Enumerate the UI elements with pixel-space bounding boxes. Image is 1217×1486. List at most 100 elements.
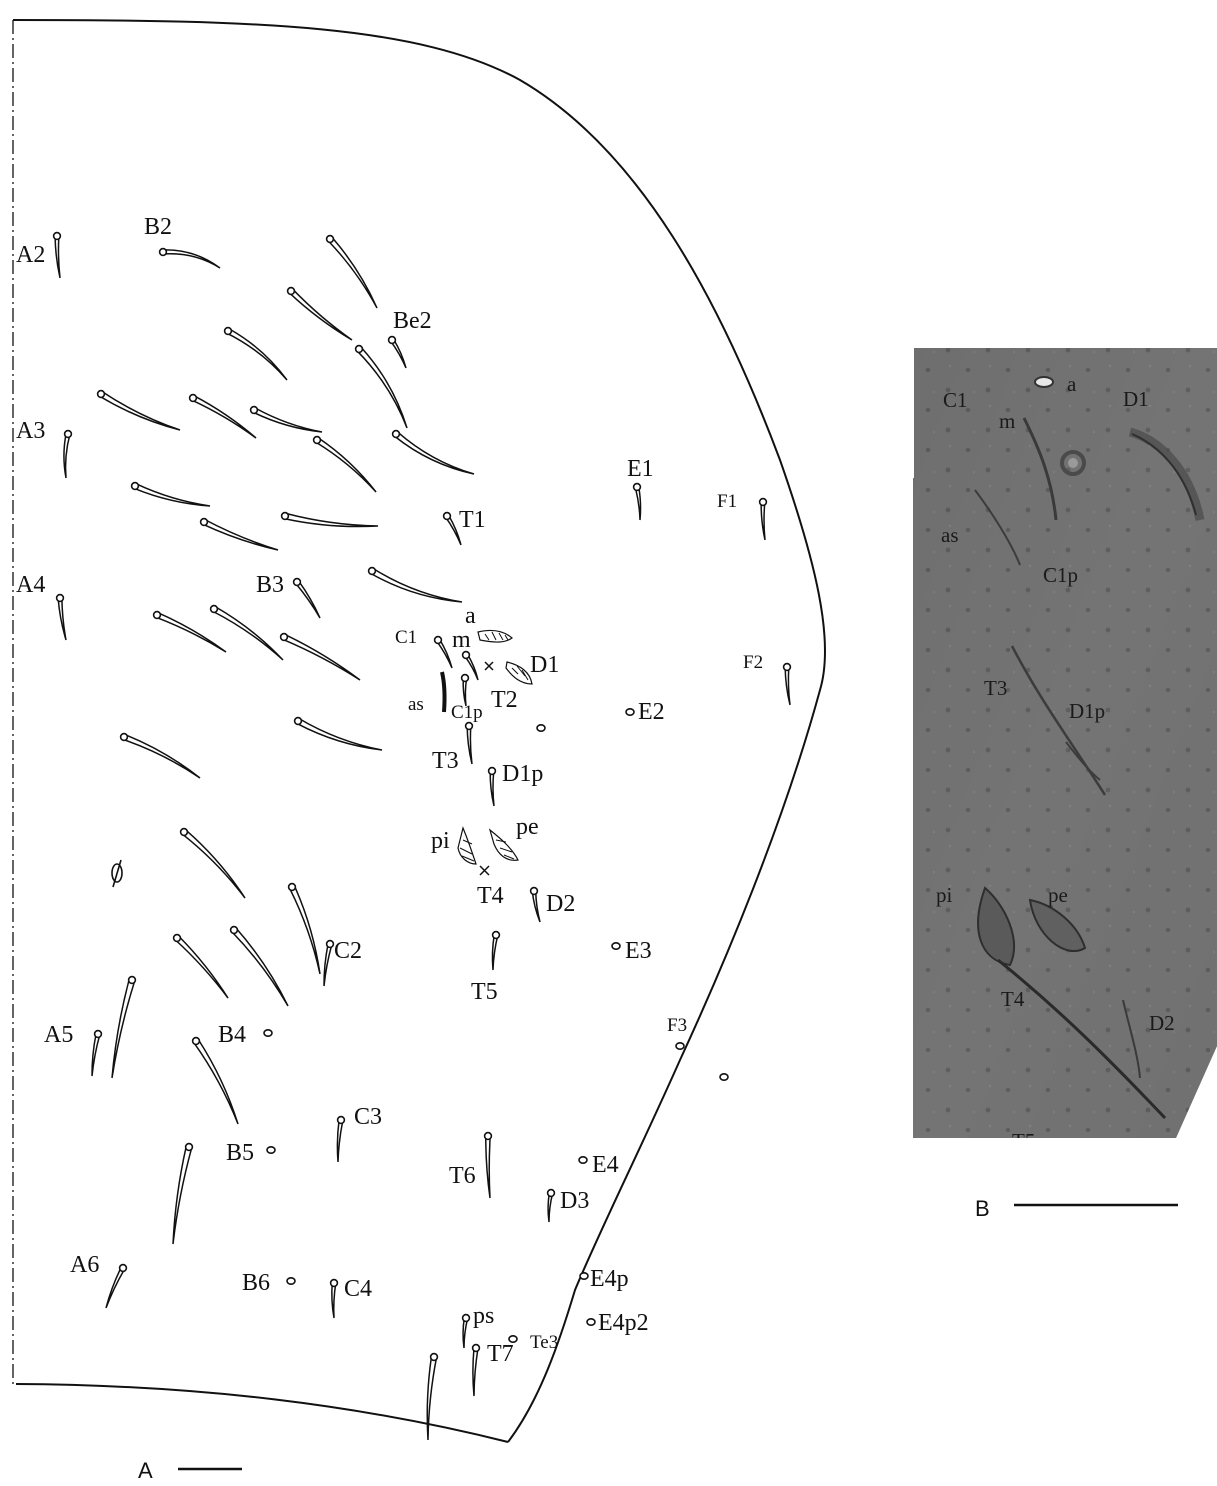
fan-seta-d1 — [505, 661, 533, 685]
label-f2: F2 — [743, 652, 763, 673]
seta-m10-socket — [367, 566, 377, 576]
seta-a5-socket — [93, 1029, 103, 1039]
label-t4: T4 — [477, 883, 504, 909]
photo-seta-d1-edge — [1131, 433, 1197, 516]
label-t2: T2 — [491, 687, 518, 713]
seta-c4 — [331, 1282, 337, 1319]
seta-m2-socket — [354, 344, 364, 354]
seta-a2 — [54, 235, 61, 279]
seta-t6 — [485, 1135, 491, 1199]
photo-label-c1p: C1p — [1043, 563, 1078, 587]
label-a4: A4 — [16, 572, 45, 598]
seta-m14 — [296, 717, 383, 751]
label-t1: T1 — [459, 507, 486, 533]
photo-label-m: m — [999, 409, 1015, 433]
seta-c1p — [462, 677, 468, 707]
seta-m22-socket — [429, 1352, 439, 1362]
body-outline — [12, 19, 826, 1443]
seta-m3-socket — [188, 393, 198, 403]
seta-m19 — [231, 927, 289, 1007]
photo-socket-round — [1060, 450, 1086, 476]
pore-e4p — [579, 1272, 589, 1281]
seta-be2-long1-socket — [325, 234, 335, 244]
seta-m21 — [172, 1146, 193, 1245]
label-e3: E3 — [625, 938, 652, 964]
seta-m1 — [226, 328, 288, 381]
photo-label-a: a — [1067, 372, 1077, 396]
label-c1p: C1p — [451, 702, 483, 723]
cross-mark-t4 — [479, 865, 490, 876]
seta-d3-socket — [546, 1188, 556, 1198]
seta-c1p-socket — [460, 673, 470, 683]
seta-m-socket — [461, 650, 471, 660]
seta-m7-socket — [130, 481, 140, 491]
pore-f3 — [675, 1042, 685, 1051]
seta-m3 — [191, 395, 257, 439]
seta-d2-socket — [529, 886, 539, 896]
seta-m20-socket — [127, 975, 137, 985]
seta-ps — [462, 1317, 469, 1349]
seta-be2-socket — [387, 335, 397, 345]
seta-m18-socket — [172, 933, 182, 943]
seta-t7-socket — [471, 1343, 481, 1353]
seta-b3-socket — [292, 577, 302, 587]
seta-t1 — [444, 514, 462, 546]
pore-f3b — [719, 1073, 729, 1082]
label-b6: B6 — [242, 1270, 270, 1296]
photo-seta-t3 — [1010, 645, 1107, 796]
seta-d1p-socket — [487, 766, 497, 776]
seta-b2-socket — [158, 247, 168, 257]
seta-m2 — [356, 347, 408, 429]
seta-a3-long — [99, 390, 181, 431]
photo-label-t5: T5 — [1012, 1129, 1035, 1153]
label-e4p2: E4p2 — [598, 1310, 649, 1336]
seta-m — [463, 653, 479, 681]
pore-b4 — [263, 1029, 273, 1038]
seta-b2 — [162, 249, 221, 269]
seta-e1 — [634, 486, 642, 521]
seta-m18 — [174, 935, 229, 999]
seta-m15 — [122, 733, 201, 779]
seta-d3 — [547, 1192, 554, 1223]
label-b4: B4 — [218, 1022, 246, 1048]
seta-m16-socket — [179, 827, 189, 837]
photo-label-as: as — [941, 523, 959, 547]
label-e4p: E4p — [590, 1266, 629, 1292]
label-f3: F3 — [667, 1015, 687, 1036]
seta-m1-socket — [223, 326, 233, 336]
fan-seta-pe-hatch — [495, 839, 515, 860]
label-te3: Te3 — [530, 1332, 558, 1353]
seta-m7 — [134, 482, 211, 507]
photo-label-t3: T3 — [984, 676, 1007, 700]
label-be2: Be2 — [393, 308, 432, 334]
label-as: as — [408, 694, 424, 715]
seta-m9-socket — [199, 517, 209, 527]
photo-label-c1: C1 — [943, 388, 968, 412]
seta-t3 — [466, 725, 473, 765]
seta-m9 — [202, 518, 279, 551]
seta-a2-socket — [52, 231, 62, 241]
fan-seta-a-hatch — [484, 631, 509, 641]
label-a6: A6 — [70, 1252, 99, 1278]
photo-label-pe: pe — [1048, 883, 1068, 907]
panel-b-letter: B — [975, 1196, 990, 1221]
photo-label-pi: pi — [936, 883, 953, 907]
label-e2: E2 — [638, 699, 665, 725]
seta-m11 — [155, 612, 227, 653]
seta-m14-socket — [293, 716, 303, 726]
seta-m11-socket — [152, 610, 162, 620]
seta-m13 — [282, 634, 361, 681]
phi-stroke — [112, 859, 122, 888]
photo-label-t4: T4 — [1001, 987, 1025, 1011]
seta-f1 — [760, 501, 766, 541]
seta-m17-socket — [287, 882, 297, 892]
seta-m6-socket — [312, 435, 322, 445]
label-d2: D2 — [546, 891, 575, 917]
seta-a3-long-socket — [96, 389, 106, 399]
label-c2: C2 — [334, 938, 362, 964]
fan-seta-pi — [457, 826, 477, 865]
seta-c3-socket — [336, 1115, 346, 1125]
seta-m4-socket — [249, 405, 259, 415]
seta-c1-socket — [433, 635, 443, 645]
